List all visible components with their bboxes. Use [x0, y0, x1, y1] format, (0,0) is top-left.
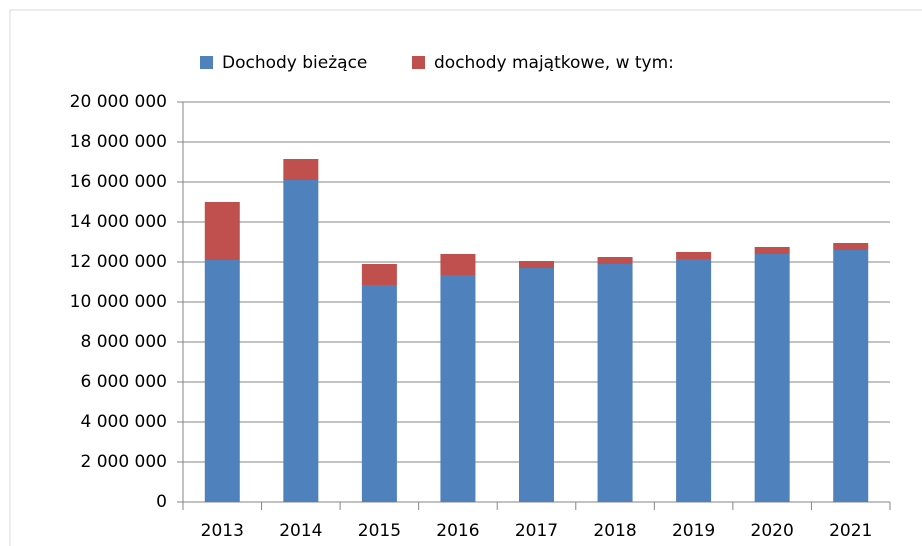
y-tick-label: 4 000 000 [80, 412, 167, 432]
bar [754, 254, 790, 502]
bar [676, 252, 712, 259]
legend-label: Dochody bieżące [222, 53, 367, 73]
y-tick-label: 16 000 000 [70, 172, 167, 192]
bar [440, 275, 476, 502]
y-tick-label: 6 000 000 [80, 372, 167, 392]
y-tick-label: 20 000 000 [70, 92, 167, 112]
x-tick-label: 2021 [829, 521, 872, 541]
bar [204, 260, 240, 502]
bar [519, 261, 554, 268]
y-tick-label: 12 000 000 [70, 252, 167, 272]
bar [833, 250, 869, 502]
legend-label: dochody majątkowe, w tym: [434, 53, 674, 73]
bar [361, 264, 397, 285]
x-tick-label: 2020 [751, 521, 794, 541]
y-tick-label: 2 000 000 [80, 452, 167, 472]
bar [204, 202, 240, 260]
y-tick-label: 0 [156, 492, 167, 512]
legend-swatch [412, 56, 425, 69]
x-tick-label: 2018 [593, 521, 636, 541]
legend-swatch [200, 56, 213, 69]
bar [597, 264, 633, 502]
bar [676, 259, 712, 502]
x-tick-label: 2019 [672, 521, 715, 541]
chart-border [9, 9, 922, 546]
y-tick-label: 10 000 000 [70, 292, 167, 312]
x-tick-label: 2016 [436, 521, 479, 541]
x-tick-label: 2013 [201, 521, 244, 541]
bar [283, 159, 319, 180]
y-tick-label: 18 000 000 [70, 132, 167, 152]
y-tick-label: 14 000 000 [70, 212, 167, 232]
bar [283, 180, 319, 502]
x-tick-label: 2014 [279, 521, 322, 541]
bar [754, 247, 790, 254]
bar [597, 257, 633, 264]
x-tick-label: 2017 [515, 521, 558, 541]
y-tick-label: 8 000 000 [80, 332, 167, 352]
bar [440, 254, 476, 275]
bar [519, 268, 554, 502]
x-tick-label: 2015 [358, 521, 401, 541]
bar [833, 243, 869, 250]
bar [361, 285, 397, 502]
